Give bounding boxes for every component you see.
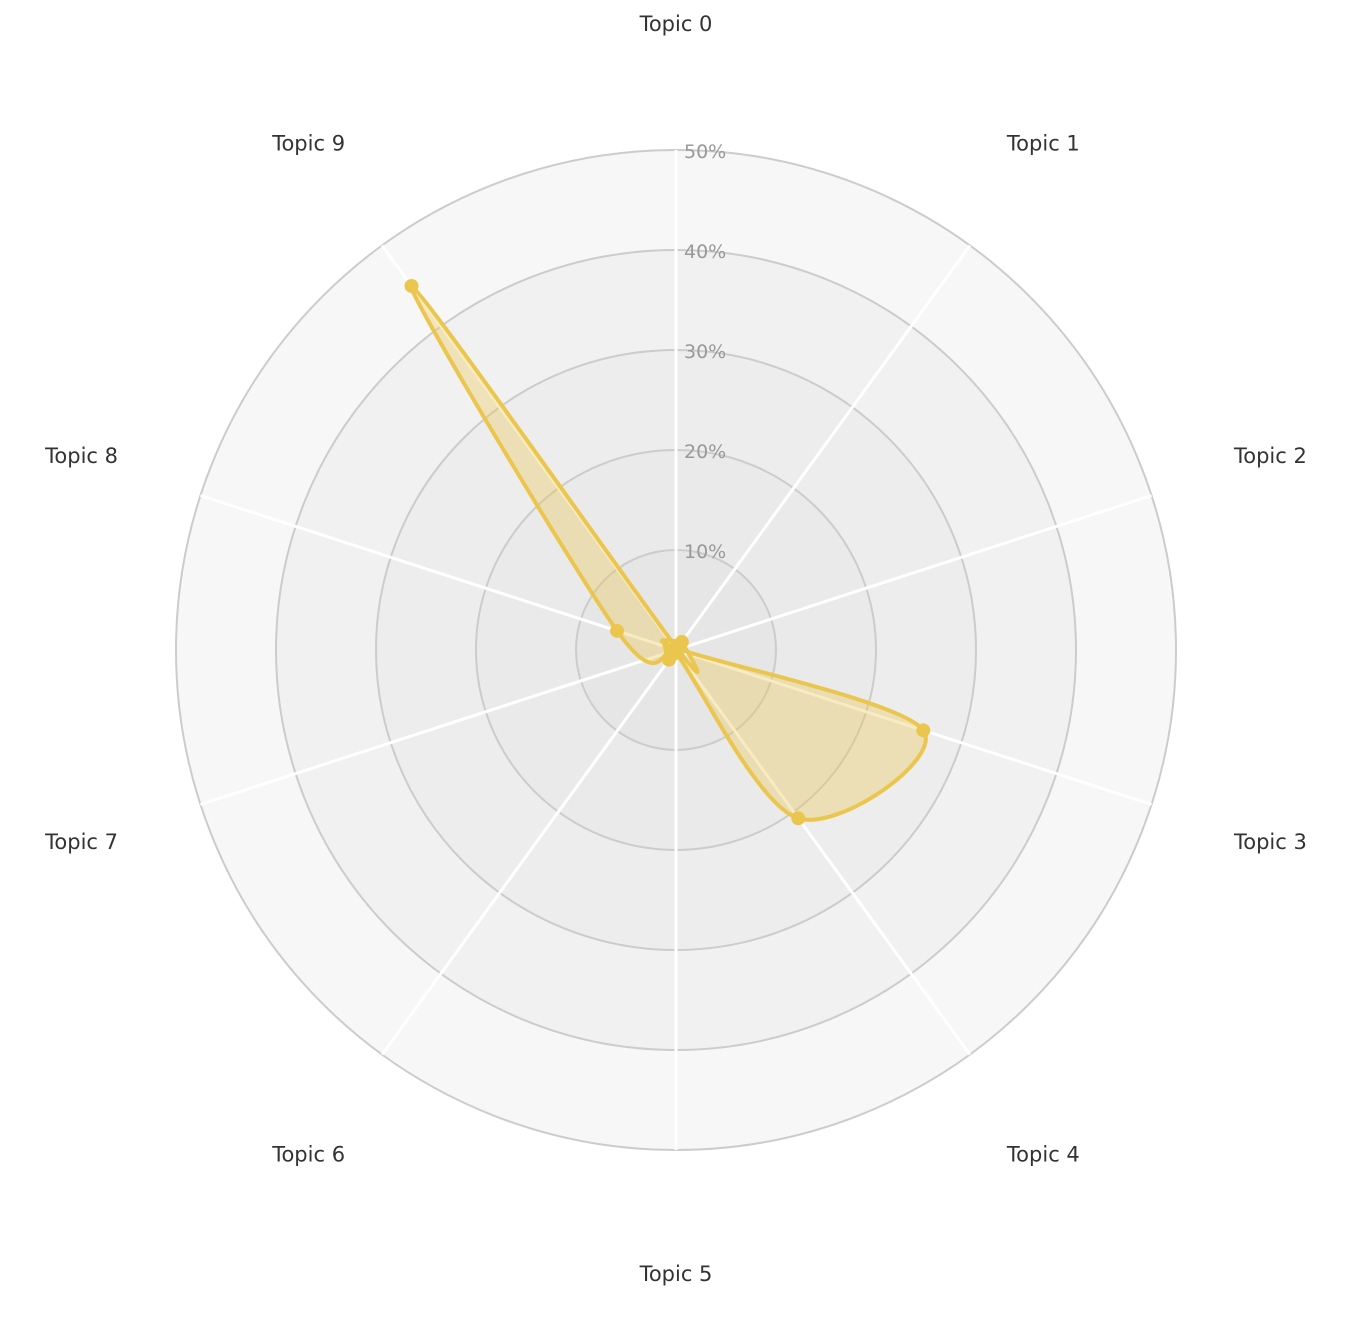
category-label-topic-2: Topic 2 bbox=[1233, 444, 1307, 468]
axis-spoke-4 bbox=[674, 649, 972, 1056]
category-label-topic-3: Topic 3 bbox=[1233, 830, 1307, 854]
axis-spoke-6 bbox=[380, 649, 678, 1056]
tick-label-10: 10% bbox=[684, 541, 726, 563]
category-label-topic-4: Topic 4 bbox=[1006, 1143, 1080, 1167]
radar-category-labels: Topic 0 Topic 1 Topic 2 Topic 3 Topic 4 Topic… bbox=[44, 12, 1307, 1286]
data-point-topic-3[interactable] bbox=[916, 723, 931, 738]
category-label-topic-5: Topic 5 bbox=[639, 1262, 713, 1286]
category-label-topic-6: Topic 6 bbox=[271, 1143, 345, 1167]
axis-spoke-1 bbox=[674, 244, 972, 651]
data-point-topic-9[interactable] bbox=[404, 278, 419, 293]
tick-label-30: 30% bbox=[684, 341, 726, 363]
category-label-topic-0: Topic 0 bbox=[639, 12, 713, 36]
data-point-topic-7[interactable] bbox=[664, 644, 679, 659]
category-label-topic-8: Topic 8 bbox=[44, 444, 118, 468]
category-label-topic-9: Topic 9 bbox=[271, 131, 345, 155]
tick-label-20: 20% bbox=[684, 441, 726, 463]
radar-axis-spokes bbox=[200, 150, 1152, 1150]
data-point-topic-4[interactable] bbox=[791, 811, 806, 826]
data-point-topic-8[interactable] bbox=[610, 623, 625, 638]
radar-tick-labels: 10% 20% 30% 40% 50% bbox=[684, 141, 726, 563]
tick-label-40: 40% bbox=[684, 241, 726, 263]
axis-spoke-3 bbox=[675, 648, 1152, 806]
category-label-topic-7: Topic 7 bbox=[44, 830, 118, 854]
axis-spoke-7 bbox=[200, 648, 677, 806]
axis-spoke-8 bbox=[200, 494, 677, 652]
category-label-topic-1: Topic 1 bbox=[1006, 131, 1080, 155]
tick-label-50: 50% bbox=[684, 141, 726, 163]
radar-series bbox=[404, 278, 931, 826]
axis-spoke-2 bbox=[675, 494, 1152, 652]
